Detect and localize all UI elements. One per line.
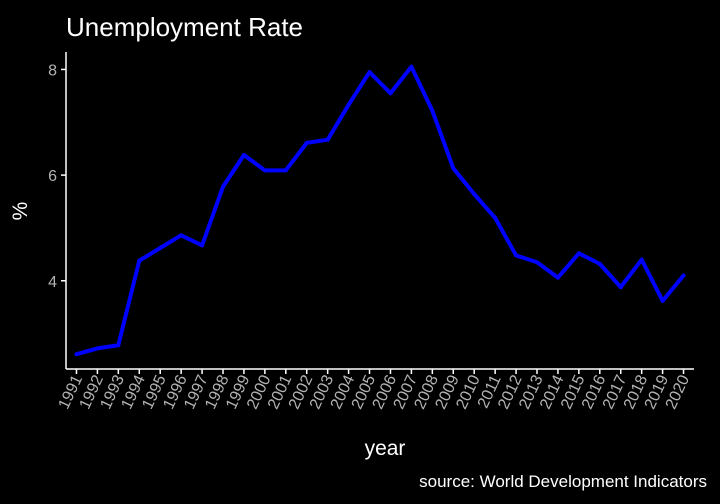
x-axis-title: year <box>365 437 406 460</box>
data-point <box>262 168 267 173</box>
chart-caption: source: World Development Indicators <box>419 472 707 491</box>
data-point <box>95 346 100 351</box>
y-tick-label: 8 <box>48 62 57 79</box>
data-point <box>597 261 602 266</box>
data-point <box>388 91 393 96</box>
data-point <box>241 153 246 158</box>
y-axis-ticks: 4 6 8 <box>48 62 66 291</box>
data-point <box>514 253 519 258</box>
data-point <box>430 108 435 113</box>
chart-title: Unemployment Rate <box>66 12 303 42</box>
data-point <box>346 102 351 107</box>
data-point <box>555 275 560 280</box>
data-point <box>618 285 623 290</box>
data-point <box>639 257 644 262</box>
data-point <box>200 243 205 248</box>
data-point <box>535 260 539 265</box>
data-point <box>325 137 330 142</box>
data-point <box>681 273 686 278</box>
data-point <box>137 258 142 263</box>
data-point <box>221 184 225 189</box>
y-tick-label: 6 <box>48 168 57 185</box>
data-point <box>493 215 498 220</box>
data-point <box>283 168 288 173</box>
data-point <box>158 246 163 251</box>
y-axis-title: % <box>9 202 32 221</box>
data-point <box>660 298 665 303</box>
data-point <box>472 192 477 197</box>
y-tick-label: 4 <box>48 274 57 291</box>
data-point <box>367 70 372 75</box>
data-point <box>74 352 79 357</box>
data-point <box>179 233 184 238</box>
series-line-unemployment <box>75 64 686 357</box>
data-point <box>451 166 456 171</box>
data-point <box>409 64 414 69</box>
data-point <box>576 251 581 256</box>
data-point <box>116 343 121 348</box>
data-points <box>74 64 686 357</box>
data-point <box>304 140 309 145</box>
